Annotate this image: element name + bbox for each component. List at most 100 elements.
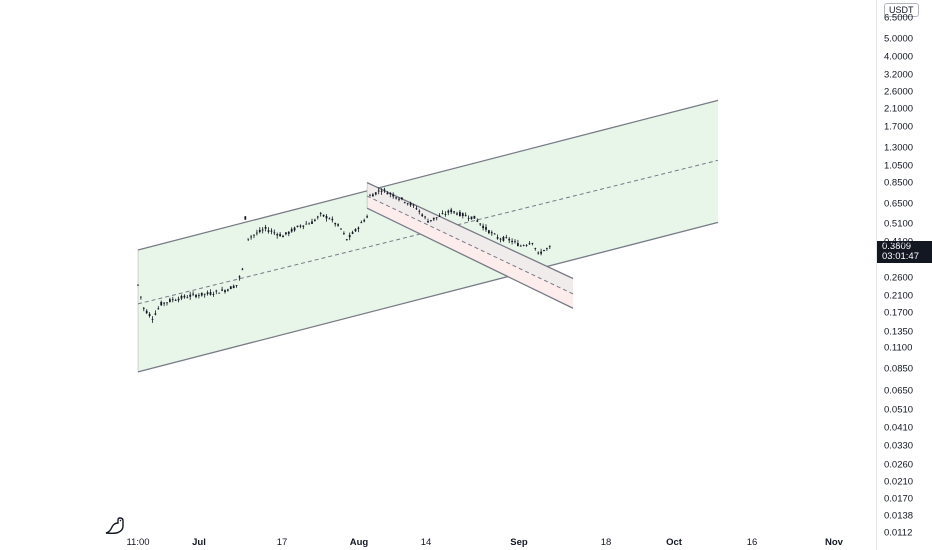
candle-body xyxy=(299,225,302,227)
candle-body xyxy=(534,247,537,249)
candle-body xyxy=(470,216,473,220)
chart-area[interactable] xyxy=(0,0,876,537)
candle-body xyxy=(366,216,368,218)
time-tick-label: Sep xyxy=(510,537,528,548)
candle-body xyxy=(224,290,226,293)
candle-body xyxy=(343,232,345,234)
candle-body xyxy=(151,319,154,320)
price-tick-label: 5.0000 xyxy=(884,33,914,45)
candle-body xyxy=(377,190,380,192)
candle-body xyxy=(314,219,316,221)
candle-body xyxy=(218,292,221,294)
price-tick-label: 0.5100 xyxy=(884,218,914,230)
candle-body xyxy=(473,215,476,219)
candle-body xyxy=(287,231,290,234)
candle-body xyxy=(438,215,441,217)
price-tick-label: 0.2600 xyxy=(884,272,914,284)
candle-body xyxy=(241,268,244,270)
candle-body xyxy=(282,235,284,238)
candle-body xyxy=(444,214,447,215)
price-tick-label: 1.7000 xyxy=(884,121,914,133)
candle-body xyxy=(270,230,273,232)
candle-body xyxy=(290,229,293,232)
down-channel-upper-fill xyxy=(367,182,573,294)
price-tick-label: 0.0850 xyxy=(884,363,914,375)
candle-body xyxy=(392,194,395,197)
price-tick-label: 0.0112 xyxy=(884,527,913,539)
price-tick-label: 0.1100 xyxy=(884,342,913,354)
candle-body xyxy=(206,292,209,295)
candle-body xyxy=(459,212,461,216)
currency-label[interactable]: USDT xyxy=(884,3,919,17)
dinosaur-icon[interactable] xyxy=(104,517,126,535)
candle-body xyxy=(322,214,325,217)
candle-body xyxy=(177,298,180,301)
candle-body xyxy=(250,236,252,238)
candle-body xyxy=(273,232,276,234)
price-tick-label: 0.0138 xyxy=(884,510,914,522)
candle-body xyxy=(537,252,540,254)
candle-body xyxy=(334,223,337,225)
candle-body xyxy=(482,225,484,229)
candle-body xyxy=(279,234,281,237)
candle-body xyxy=(166,302,168,304)
candle-body xyxy=(340,228,342,230)
candle-body xyxy=(345,239,348,241)
candle-body xyxy=(389,193,392,195)
candle-body xyxy=(461,213,464,217)
price-axis[interactable]: USDT 0.3809 03:01:47 6.5000 5.0000 4.0000 3… xyxy=(876,0,932,550)
current-price-value: 0.3809 xyxy=(882,240,912,252)
candle-body xyxy=(453,211,455,213)
candle-body xyxy=(293,227,296,231)
candle-body xyxy=(499,238,502,240)
candle-body xyxy=(412,204,415,206)
time-axis[interactable]: 11:00 Jul 17 Aug 14 Sep 18 Oct 16 Nov xyxy=(0,537,876,550)
candle-body xyxy=(221,289,223,291)
candle-body xyxy=(328,218,331,220)
candle-body xyxy=(183,295,186,298)
candle-body xyxy=(195,294,197,298)
candle-body xyxy=(253,234,255,236)
candle-body xyxy=(258,229,261,233)
chart-canvas[interactable] xyxy=(0,0,876,537)
candle-body xyxy=(169,299,171,302)
time-tick-label: 17 xyxy=(276,537,288,548)
candle-body xyxy=(157,308,160,310)
candle-body xyxy=(421,214,424,217)
candle-body xyxy=(369,195,371,197)
candle-body xyxy=(456,213,458,215)
price-tick-label: 0.1700 xyxy=(884,307,914,319)
candle-body xyxy=(264,226,267,229)
candle-body xyxy=(198,295,200,297)
candle-body xyxy=(174,300,177,301)
candle-body xyxy=(154,313,157,315)
candle-body xyxy=(467,217,470,219)
price-tick-label: 0.0210 xyxy=(884,476,914,488)
candle-body xyxy=(229,286,232,290)
candle-body xyxy=(450,209,453,213)
candle-body xyxy=(305,223,308,225)
price-tick-label: 0.0170 xyxy=(884,493,914,505)
price-tick-label: 0.0330 xyxy=(884,440,914,452)
time-tick-label: Aug xyxy=(349,537,369,548)
candle-body xyxy=(496,237,499,239)
price-tick-label: 2.6000 xyxy=(884,86,914,98)
candle-body xyxy=(415,208,418,210)
candle-body xyxy=(488,230,490,234)
candle-body xyxy=(395,197,397,199)
price-tick-label: 4.0000 xyxy=(884,51,914,63)
candle-body xyxy=(200,292,203,296)
candle-body xyxy=(519,245,522,247)
candle-body xyxy=(209,292,212,295)
time-tick-label: 18 xyxy=(600,537,612,548)
up-channel-lower-line xyxy=(137,221,719,373)
candle-body xyxy=(357,227,360,229)
candle-body xyxy=(403,202,406,203)
candle-body xyxy=(508,238,511,241)
candle-body xyxy=(517,243,519,247)
candle-body xyxy=(203,293,206,295)
candle-body xyxy=(148,313,151,317)
price-tick-label: 0.4100 xyxy=(884,236,914,248)
candle-body xyxy=(267,230,270,232)
candle-body xyxy=(505,237,508,239)
